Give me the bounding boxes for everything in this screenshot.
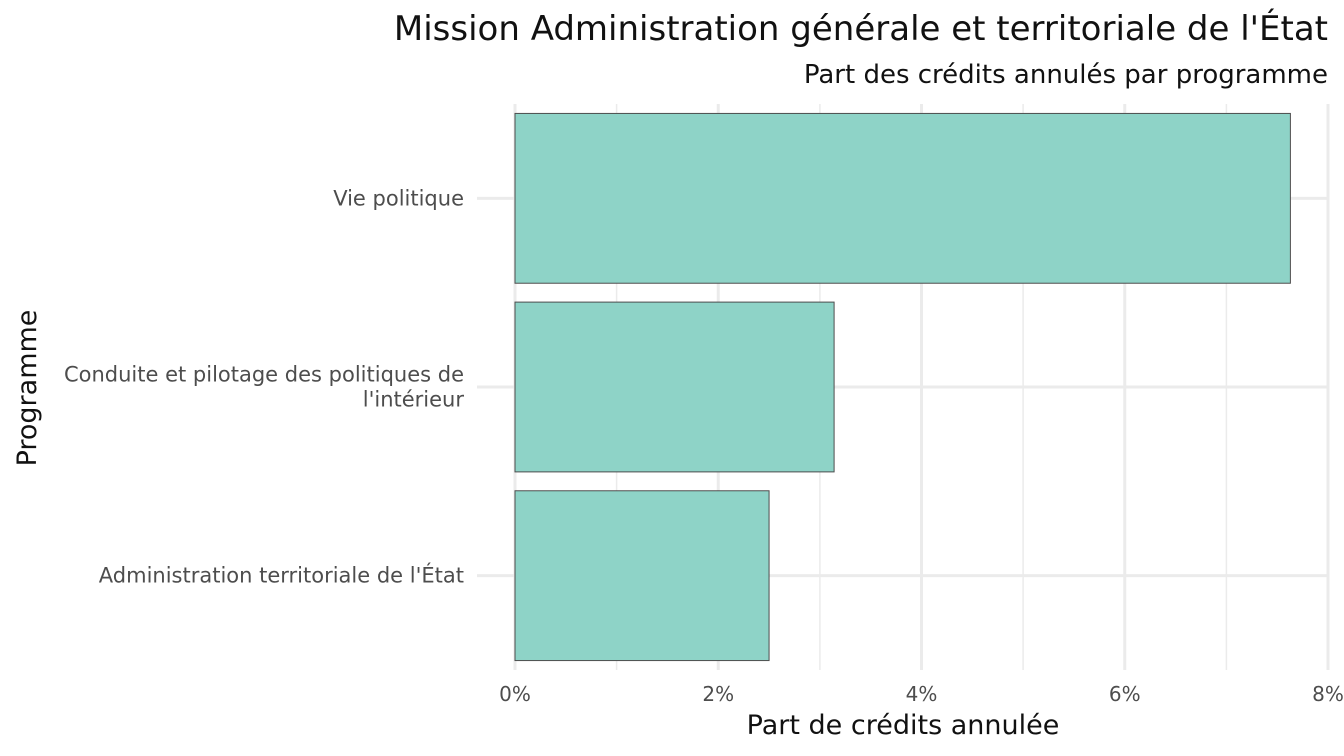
x-tick-labels: 0% 2% 4% 6% 8% [499, 682, 1344, 706]
bar [514, 112, 1291, 284]
category-label-line: l'intérieur [363, 388, 465, 412]
category-labels: Vie politique Conduite et pilotage des po… [64, 186, 464, 587]
x-tick-label: 4% [906, 682, 938, 706]
category-label: Administration territoriale de l'État [99, 563, 464, 588]
x-tick-label: 6% [1109, 682, 1141, 706]
category-label: Conduite et pilotage des politiques de l'… [64, 363, 464, 412]
category-label-line: Vie politique [333, 186, 464, 210]
bars [514, 112, 1291, 662]
x-axis-title: Part de crédits annulée [747, 710, 1060, 741]
category-label-line: Conduite et pilotage des politiques de [64, 363, 464, 387]
y-axis-title: Programme [12, 310, 43, 467]
x-tick-label: 2% [702, 682, 734, 706]
category-label-line: Administration territoriale de l'État [99, 563, 464, 588]
category-label: Vie politique [333, 186, 464, 210]
chart-title: Mission Administration générale et terri… [394, 8, 1328, 49]
chart-subtitle: Part des crédits annulés par programme [804, 60, 1328, 90]
bar [514, 301, 835, 473]
bar [514, 490, 770, 662]
x-tick-label: 8% [1312, 682, 1344, 706]
x-tick-label: 0% [499, 682, 531, 706]
